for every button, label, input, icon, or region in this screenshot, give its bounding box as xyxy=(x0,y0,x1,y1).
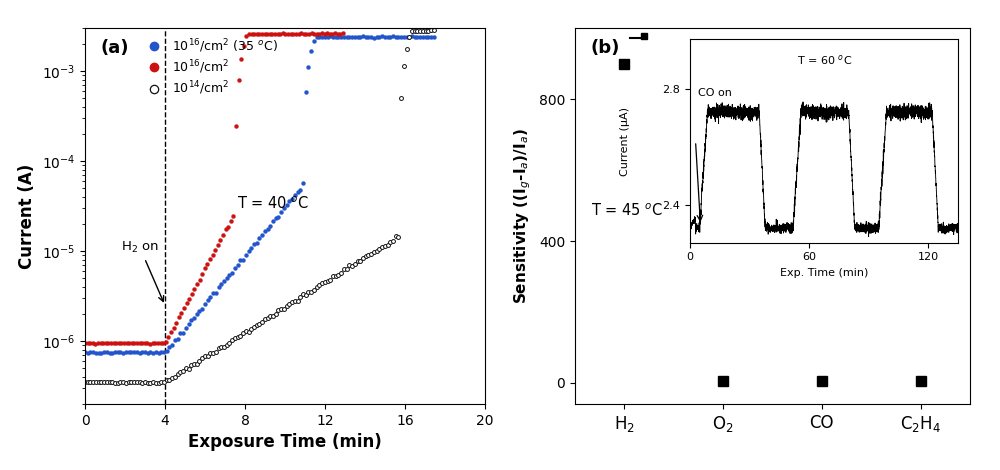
Text: T = 45 $^o$C: T = 45 $^o$C xyxy=(591,203,663,219)
X-axis label: Exposure Time (min): Exposure Time (min) xyxy=(188,433,382,452)
Y-axis label: Sensitivity ((I$_g$-I$_a$)/I$_a$): Sensitivity ((I$_g$-I$_a$)/I$_a$) xyxy=(513,128,533,304)
Text: (a): (a) xyxy=(101,39,130,57)
Y-axis label: Current (A): Current (A) xyxy=(18,164,36,269)
Text: T = 40 $^o$C: T = 40 $^o$C xyxy=(237,195,309,212)
Text: H$_2$ on: H$_2$ on xyxy=(121,240,164,301)
Text: (b): (b) xyxy=(591,39,620,57)
Legend: 10$^{16}$/cm$^2$ (35 $^o$C), 10$^{16}$/cm$^2$, 10$^{14}$/cm$^2$: 10$^{16}$/cm$^2$ (35 $^o$C), 10$^{16}$/c… xyxy=(139,34,280,100)
